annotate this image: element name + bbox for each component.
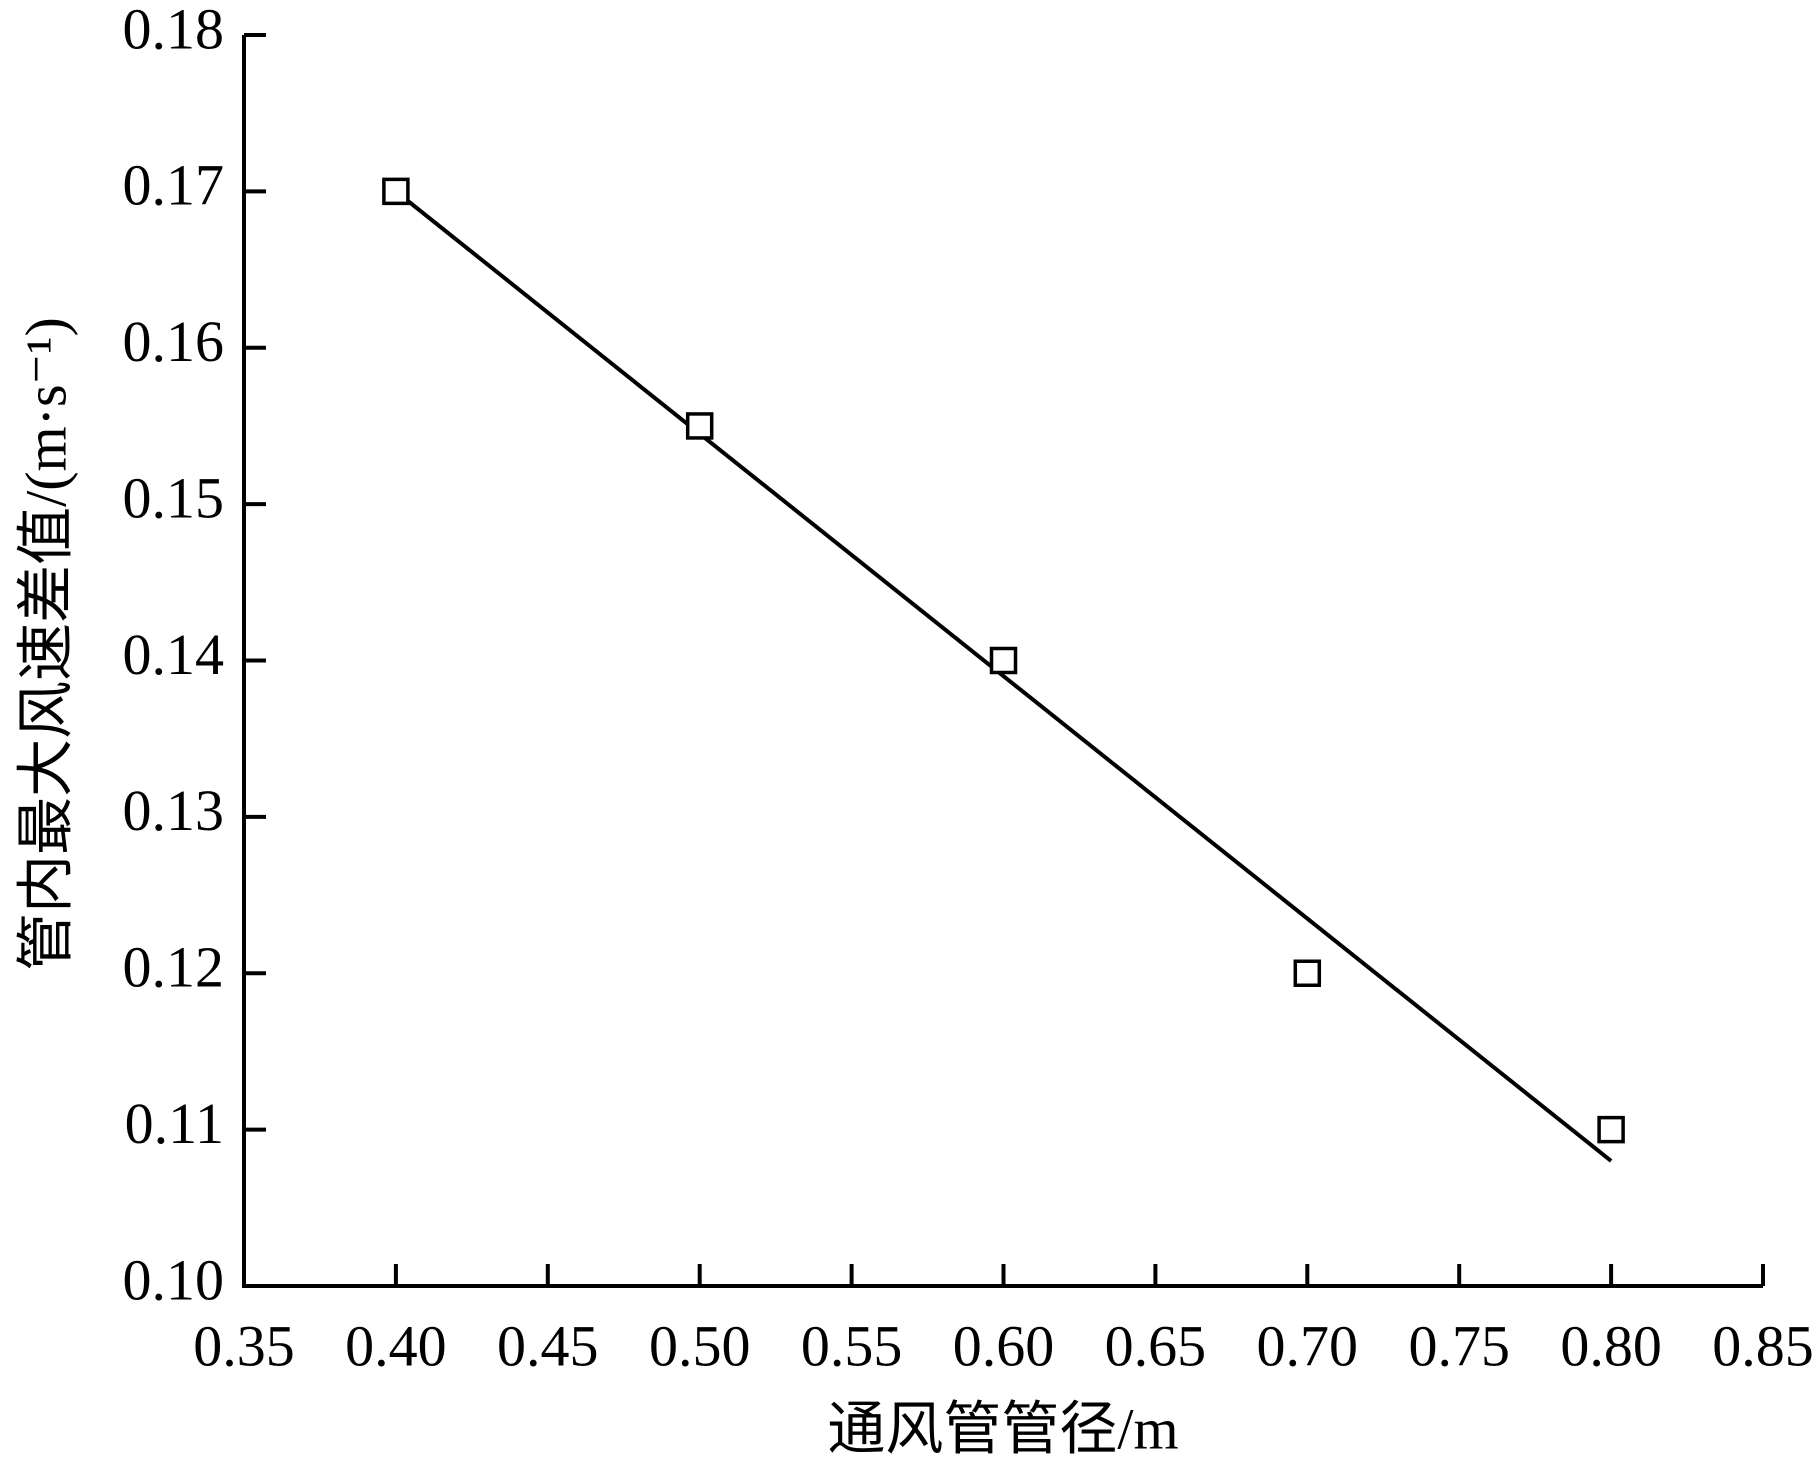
fit-line [394,189,1613,1163]
y-tick-label: 0.14 [123,622,225,687]
y-tick-label: 0.18 [123,0,225,61]
marker [1597,1115,1625,1144]
x-axis-label: 通风管管径/m [827,1396,1178,1461]
x-tick-label: 0.55 [801,1313,903,1378]
y-tick-label: 0.10 [123,1247,225,1312]
y-tick-label: 0.15 [123,465,225,530]
x-tick-label: 0.50 [649,1313,751,1378]
x-tick-label: 0.65 [1105,1313,1207,1378]
marker [382,177,410,206]
x-tick-label: 0.75 [1408,1313,1510,1378]
y-tick-label: 0.16 [123,309,225,374]
marker [685,412,714,440]
marker [989,646,1018,675]
marker [1293,959,1322,987]
y-tick-label: 0.13 [123,778,225,843]
x-tick-label: 0.80 [1560,1313,1662,1378]
x-tick-label: 0.85 [1712,1313,1814,1378]
x-tick-label: 0.70 [1257,1313,1359,1378]
y-axis-label: 管内最大风速差值/(m·s⁻¹) [13,317,78,971]
x-tick-label: 0.35 [193,1313,295,1378]
x-tick-label: 0.60 [953,1313,1055,1378]
y-tick-label: 0.17 [123,153,225,218]
x-tick-label: 0.45 [497,1313,599,1378]
y-tick-label: 0.12 [123,935,225,1000]
y-tick-label: 0.11 [125,1091,224,1156]
x-tick-label: 0.40 [345,1313,447,1378]
